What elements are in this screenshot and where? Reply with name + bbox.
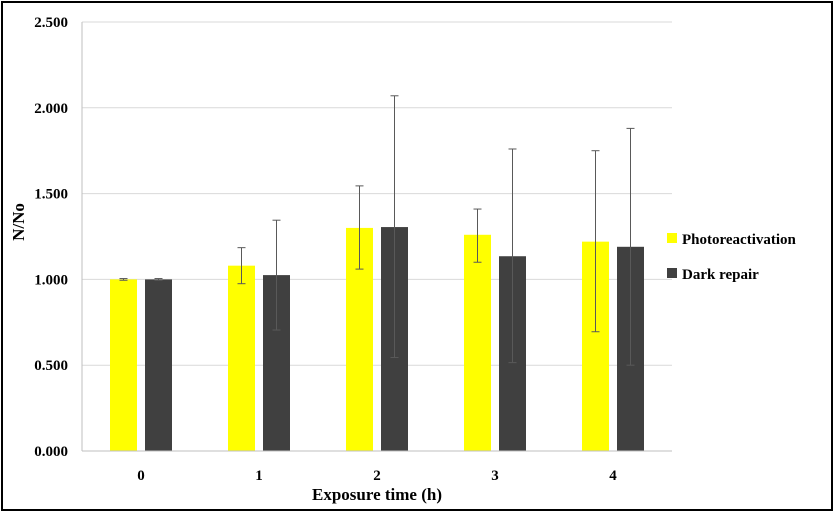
bar-photoreactivation-0: [110, 279, 137, 451]
x-tick-label: 2: [373, 468, 381, 484]
error-bar-dark-repair-3: [508, 148, 517, 364]
x-axis-ticks: 0 1 2 3 4: [137, 468, 617, 484]
error-bars: [119, 95, 635, 366]
y-tick-label: 2.500: [34, 15, 68, 31]
y-tick-label: 0.500: [34, 358, 68, 374]
error-bar-photoreactivation-3: [473, 208, 482, 263]
legend: Photoreactivation Dark repair: [667, 232, 797, 283]
x-tick-label: 0: [137, 468, 145, 484]
y-tick-label: 1.500: [34, 187, 68, 203]
error-bar-dark-repair-2: [390, 95, 399, 358]
legend-swatch-dark-repair: [667, 268, 677, 278]
y-tick-label: 2.000: [34, 101, 68, 117]
error-bar-dark-repair-0: [154, 278, 163, 281]
bar-dark-repair-0: [145, 279, 172, 451]
y-axis-title: N/No: [9, 203, 28, 241]
error-bar-dark-repair-1: [272, 219, 281, 331]
y-axis-ticks: 0.000 0.500 1.000 1.500 2.000 2.500: [34, 15, 68, 460]
y-tick-label: 1.000: [34, 272, 68, 288]
bar-photoreactivation-3: [464, 234, 491, 451]
x-tick-label: 1: [255, 468, 263, 484]
error-bar-photoreactivation-1: [237, 247, 246, 285]
x-axis-title: Exposure time (h): [312, 485, 442, 504]
legend-label-dark-repair: Dark repair: [682, 267, 759, 283]
bar-photoreactivation-1: [228, 265, 255, 451]
x-tick-label: 3: [491, 468, 499, 484]
error-bar-photoreactivation-0: [119, 278, 128, 281]
legend-label-photoreactivation: Photoreactivation: [682, 232, 797, 248]
error-bar-photoreactivation-2: [355, 185, 364, 270]
x-tick-label: 4: [609, 468, 617, 484]
y-tick-label: 0.000: [34, 444, 68, 460]
legend-swatch-photoreactivation: [667, 233, 677, 243]
gridlines: [82, 21, 672, 366]
bars: [110, 227, 644, 451]
legend-item-dark-repair: Dark repair: [667, 267, 759, 283]
error-bar-photoreactivation-4: [591, 150, 600, 333]
legend-item-photoreactivation: Photoreactivation: [667, 232, 797, 248]
error-bar-dark-repair-4: [626, 127, 635, 366]
